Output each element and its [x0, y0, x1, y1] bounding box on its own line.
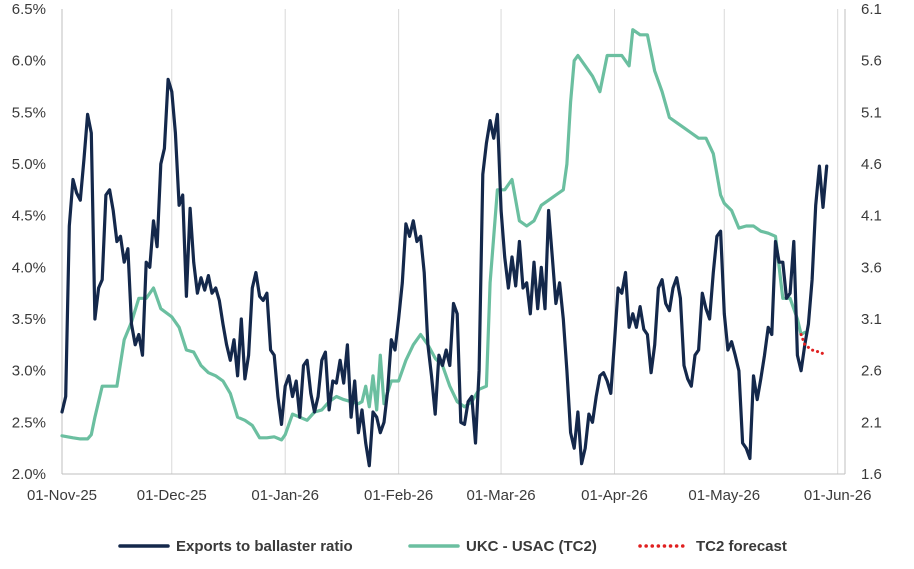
y-right-tick-label: 4.6 [861, 156, 882, 173]
y-right-tick-label: 1.6 [861, 466, 882, 483]
series-lines [60, 28, 829, 468]
legend-label: TC2 forecast [696, 538, 787, 555]
y-axis-left: 2.0% 2.5% 3.0% 3.5% 4.0% 4.5% 5.0% 5.5% 6.0% 6.5% [12, 1, 46, 483]
y-left-tick-label: 4.5% [12, 208, 46, 225]
y-left-tick-label: 5.0% [12, 156, 46, 173]
y-left-tick-label: 3.5% [12, 311, 46, 328]
x-tick-label: 01-Dec-25 [137, 487, 207, 504]
y-right-tick-label: 5.1 [861, 104, 882, 121]
y-right-tick-label: 6.1 [861, 1, 882, 18]
x-tick-label: 01-Feb-26 [364, 487, 433, 504]
y-right-tick-label: 2.6 [861, 363, 882, 380]
y-right-tick-label: 4.1 [861, 208, 882, 225]
legend: Exports to ballaster ratio UKC - USAC (TC… [118, 538, 787, 555]
y-right-tick-label: 2.1 [861, 414, 882, 431]
series-line-0 [60, 77, 829, 468]
x-tick-label: 01-May-26 [688, 487, 760, 504]
y-axis-right: 1.6 2.1 2.6 3.1 3.6 4.1 4.6 5.1 5.6 6.1 [861, 1, 882, 483]
x-tick-label: 01-Jan-26 [251, 487, 319, 504]
y-left-tick-label: 6.0% [12, 53, 46, 70]
y-right-tick-label: 5.6 [861, 53, 882, 70]
y-left-tick-label: 6.5% [12, 1, 46, 18]
y-left-tick-label: 4.0% [12, 259, 46, 276]
y-right-tick-label: 3.6 [861, 259, 882, 276]
series-line-1 [60, 28, 807, 442]
x-tick-label: 01-Mar-26 [466, 487, 535, 504]
x-axis: 01-Nov-25 01-Dec-25 01-Jan-26 01-Feb-26 01-M… [27, 487, 871, 504]
y-left-tick-label: 2.0% [12, 466, 46, 483]
y-left-tick-label: 3.0% [12, 363, 46, 380]
legend-label: UKC - USAC (TC2) [466, 538, 597, 555]
axes [61, 9, 846, 475]
x-tick-label: 01-Apr-26 [581, 487, 648, 504]
x-tick-label: 01-Jun-26 [804, 487, 872, 504]
legend-label: Exports to ballaster ratio [176, 538, 353, 555]
series-line-2 [799, 333, 829, 357]
y-left-tick-label: 5.5% [12, 104, 46, 121]
x-tick-label: 01-Nov-25 [27, 487, 97, 504]
y-right-tick-label: 3.1 [861, 311, 882, 328]
y-left-tick-label: 2.5% [12, 414, 46, 431]
